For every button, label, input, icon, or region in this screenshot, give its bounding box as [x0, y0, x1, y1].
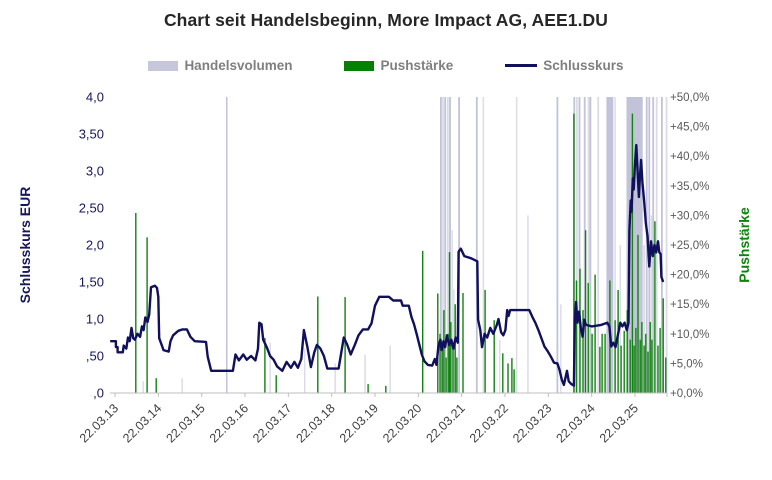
svg-text:22.03.22: 22.03.22 — [467, 401, 511, 445]
svg-text:22.03.18: 22.03.18 — [293, 401, 337, 445]
push-swatch-icon — [344, 60, 375, 71]
legend-label: Pushstärke — [380, 58, 454, 73]
svg-text:+40,0%: +40,0% — [670, 151, 709, 163]
svg-text:+45,0%: +45,0% — [670, 122, 709, 134]
y-left-axis-title: Schlusskurs EUR — [17, 187, 33, 304]
svg-text:+15,0%: +15,0% — [670, 299, 709, 311]
svg-text:3,0: 3,0 — [86, 164, 104, 179]
svg-text:+50,0%: +50,0% — [670, 92, 709, 104]
svg-text:22.03.17: 22.03.17 — [250, 401, 294, 445]
push-bars — [135, 113, 667, 393]
legend-label: Schlusskurs — [543, 58, 624, 73]
svg-text:22.03.23: 22.03.23 — [510, 401, 554, 445]
svg-text:22.03.14: 22.03.14 — [120, 401, 164, 445]
svg-text:+0,0%: +0,0% — [670, 388, 703, 400]
volume-swatch-icon — [148, 60, 179, 71]
svg-text:3,50: 3,50 — [79, 127, 104, 142]
svg-text:22.03.24: 22.03.24 — [553, 401, 597, 445]
chart-title: Chart seit Handelsbeginn, More Impact AG… — [163, 10, 609, 30]
svg-text:1,50: 1,50 — [79, 275, 104, 290]
svg-text:2,0: 2,0 — [86, 238, 104, 253]
svg-text:+35,0%: +35,0% — [670, 181, 709, 193]
svg-text:4,0: 4,0 — [86, 90, 104, 105]
svg-text:+10,0%: +10,0% — [670, 329, 709, 341]
y-axis-right-labels: +50,0% +45,0% +40,0% +35,0% +30,0% +25,0% +20,… — [670, 92, 709, 400]
legend-item-handelsvolumen: Handelsvolumen — [148, 58, 292, 73]
svg-text:1,0: 1,0 — [86, 312, 104, 327]
svg-text:22.03.16: 22.03.16 — [207, 401, 251, 445]
y-axis-left-labels: 4,0 3,50 3,0 2,50 2,0 1,50 1,0 ,50 ,0 — [79, 90, 104, 401]
line-swatch-icon — [505, 64, 538, 67]
svg-text:2,50: 2,50 — [79, 201, 104, 216]
x-axis-labels: 22.03.13 22.03.14 22.03.15 22.03.16 22.03.17… — [77, 401, 641, 445]
svg-text:+25,0%: +25,0% — [670, 240, 709, 252]
svg-text:,50: ,50 — [86, 349, 104, 364]
y-right-axis-title: Pushstärke — [736, 207, 752, 283]
svg-text:22.03.21: 22.03.21 — [423, 401, 467, 445]
svg-text:22.03.15: 22.03.15 — [163, 401, 207, 445]
legend-label: Handelsvolumen — [184, 58, 293, 73]
svg-text:,0: ,0 — [93, 386, 104, 401]
legend-item-schlusskurs: Schlusskurs — [505, 58, 624, 73]
svg-text:22.03.13: 22.03.13 — [77, 401, 121, 445]
svg-text:22.03.20: 22.03.20 — [380, 401, 424, 445]
x-axis — [110, 392, 668, 397]
legend-item-pushstaerke: Pushstärke — [344, 58, 453, 73]
svg-text:22.03.25: 22.03.25 — [597, 401, 641, 445]
svg-text:+30,0%: +30,0% — [670, 210, 709, 222]
svg-text:+20,0%: +20,0% — [670, 270, 709, 282]
svg-text:22.03.19: 22.03.19 — [337, 401, 381, 445]
legend: Handelsvolumen Pushstärke Schlusskurs — [0, 58, 772, 73]
close-line — [110, 143, 665, 387]
svg-text:+5,0%: +5,0% — [670, 358, 703, 370]
